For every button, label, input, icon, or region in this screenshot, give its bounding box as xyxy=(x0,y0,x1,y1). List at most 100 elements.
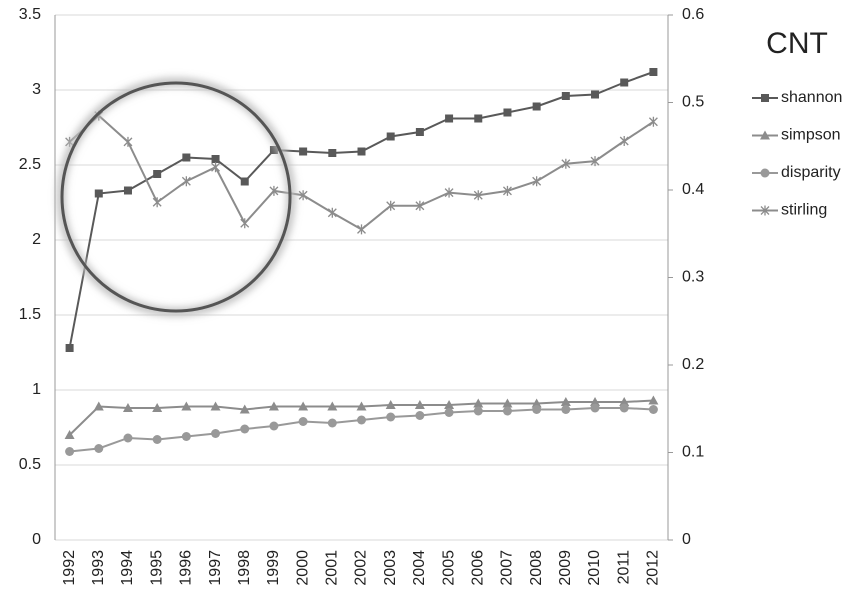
marker xyxy=(357,147,366,156)
x-tick-label: 2000 xyxy=(294,550,311,586)
marker xyxy=(619,397,630,406)
marker xyxy=(239,404,250,414)
marker xyxy=(211,155,220,163)
marker xyxy=(65,344,74,352)
y2-tick-label: 0.6 xyxy=(682,6,704,23)
x-tick-label: 2009 xyxy=(557,550,574,586)
x-tick-label: 1996 xyxy=(178,550,195,586)
x-tick-label: 1993 xyxy=(90,550,107,586)
marker xyxy=(590,397,601,406)
x-tick-label: 2008 xyxy=(528,550,545,586)
legend-label: disparity xyxy=(781,164,841,181)
marker xyxy=(386,200,396,211)
legend-marker xyxy=(760,205,770,216)
marker xyxy=(532,405,542,414)
x-tick-label: 1998 xyxy=(236,550,253,586)
x-tick-label: 2007 xyxy=(499,550,516,586)
marker xyxy=(444,408,454,417)
marker xyxy=(591,90,600,99)
marker xyxy=(473,190,483,201)
marker xyxy=(182,153,191,162)
highlight-circle xyxy=(60,81,292,313)
x-tick-label: 1992 xyxy=(61,550,78,586)
marker xyxy=(649,68,658,76)
marker xyxy=(298,190,308,201)
marker xyxy=(269,146,278,154)
marker xyxy=(560,397,571,406)
marker xyxy=(93,401,104,411)
marker xyxy=(152,435,162,444)
marker xyxy=(181,176,191,187)
x-tick-label: 2003 xyxy=(382,550,399,586)
x-tick-label: 2010 xyxy=(586,550,603,586)
marker xyxy=(269,185,279,196)
marker xyxy=(385,400,396,409)
marker xyxy=(648,116,658,127)
legend-marker xyxy=(760,168,770,178)
marker xyxy=(328,149,337,157)
y2-tick-label: 0 xyxy=(682,531,691,548)
marker xyxy=(561,405,571,414)
x-tick-label: 2006 xyxy=(469,550,486,586)
marker xyxy=(211,162,221,173)
marker xyxy=(532,102,541,111)
marker xyxy=(152,197,162,208)
x-tick-label: 1994 xyxy=(119,550,136,586)
marker xyxy=(181,401,192,411)
marker xyxy=(122,403,133,412)
marker xyxy=(357,415,366,425)
x-tick-label: 1995 xyxy=(148,550,165,586)
y-tick-label: 2.5 xyxy=(19,156,41,173)
legend-marker xyxy=(761,94,769,102)
marker xyxy=(473,406,483,416)
marker xyxy=(327,418,337,428)
marker xyxy=(299,147,308,156)
marker xyxy=(356,401,367,411)
marker xyxy=(532,176,542,187)
marker xyxy=(503,108,512,117)
marker xyxy=(415,128,424,136)
x-tick-label: 1997 xyxy=(207,550,224,586)
marker xyxy=(327,207,337,218)
marker xyxy=(444,187,454,198)
marker xyxy=(240,218,250,229)
x-tick-label: 2001 xyxy=(324,550,341,586)
marker xyxy=(648,395,659,405)
x-tick-label: 2005 xyxy=(440,550,457,586)
y2-tick-label: 0.5 xyxy=(682,94,704,111)
legend-marker xyxy=(760,130,770,140)
x-tick-label: 2012 xyxy=(645,550,662,586)
x-tick-label: 2011 xyxy=(615,550,632,585)
marker xyxy=(590,403,600,413)
marker xyxy=(445,114,454,123)
marker xyxy=(268,401,279,411)
marker xyxy=(620,78,629,87)
legend-label: stirling xyxy=(781,202,827,219)
marker xyxy=(181,432,191,441)
marker xyxy=(648,405,658,414)
marker xyxy=(386,412,396,422)
marker xyxy=(531,398,542,408)
marker xyxy=(502,398,513,408)
y-tick-label: 3.5 xyxy=(19,6,41,23)
marker xyxy=(415,200,425,211)
y2-tick-label: 0.2 xyxy=(682,356,704,373)
marker xyxy=(444,400,455,409)
y2-tick-label: 0.1 xyxy=(682,444,704,461)
marker xyxy=(590,156,600,167)
y-tick-label: 1 xyxy=(32,381,41,398)
marker xyxy=(414,400,425,409)
marker xyxy=(152,403,163,412)
marker xyxy=(298,417,308,426)
marker xyxy=(502,185,512,196)
y-tick-label: 3 xyxy=(32,81,41,98)
marker xyxy=(386,132,395,141)
x-tick-label: 1999 xyxy=(265,550,282,586)
x-tick-label: 2002 xyxy=(353,550,370,586)
marker xyxy=(561,92,570,100)
y-tick-label: 0 xyxy=(32,531,41,548)
marker xyxy=(123,186,132,195)
marker xyxy=(65,447,75,456)
marker xyxy=(64,430,75,439)
series-line xyxy=(69,407,654,453)
